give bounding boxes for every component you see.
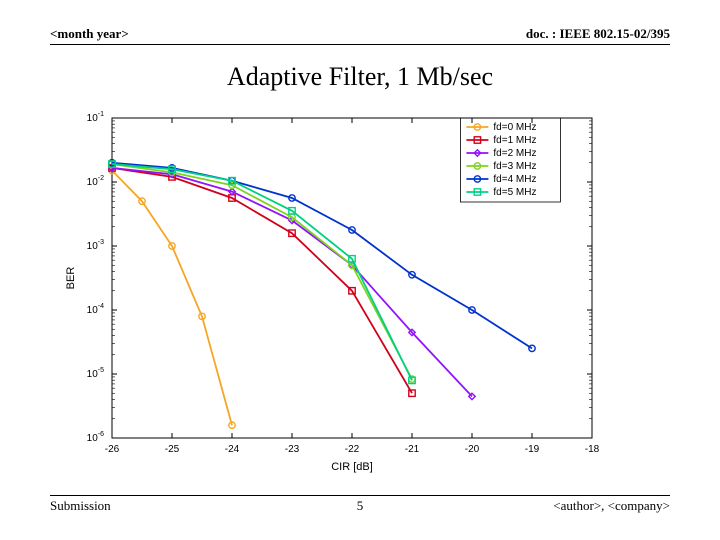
legend-label: fd=5 MHz [493,187,536,198]
chart-container: -26 -25 -24 -23 -22 -21 -20 -19 -18 10-6 10-5 10-4 1… [60,108,600,478]
x-tick-label: -26 [105,444,120,455]
y-tick-label: 10-5 [87,367,104,380]
legend-label: fd=2 MHz [493,148,536,159]
header-right: doc. : IEEE 802.15-02/395 [526,26,670,42]
slide-title: Adaptive Filter, 1 Mb/sec [0,62,720,92]
footer-bar: Submission 5 <author>, <company> [50,495,670,514]
footer-left: Submission [50,498,111,514]
x-tick-label: -18 [585,444,600,455]
series-line [112,168,472,396]
legend-label: fd=3 MHz [493,161,536,172]
y-tick-label: 10-6 [87,431,104,444]
x-tick-label: -23 [285,444,300,455]
ber-chart: -26 -25 -24 -23 -22 -21 -20 -19 -18 10-6 10-5 10-4 1… [60,108,600,478]
y-tick-label: 10-1 [87,111,104,124]
header-left: <month year> [50,26,129,42]
series-line [112,164,412,380]
x-tick-label: -24 [225,444,240,455]
legend-label: fd=4 MHz [493,174,536,185]
x-tick-label: -22 [345,444,360,455]
x-tick-label: -19 [525,444,540,455]
legend-label: fd=0 MHz [493,122,536,133]
y-tick-label: 10-4 [87,303,104,316]
x-tick-label: -25 [165,444,180,455]
series-line [112,170,232,425]
slide-page: <month year> doc. : IEEE 802.15-02/395 A… [0,0,720,540]
footer-center: 5 [357,498,364,514]
x-axis-label: CIR [dB] [331,461,373,473]
series-line [112,163,532,349]
y-axis-label: BER [65,267,77,290]
footer-right: <author>, <company> [553,498,670,514]
header-bar: <month year> doc. : IEEE 802.15-02/395 [50,26,670,45]
x-tick-label: -20 [465,444,480,455]
y-tick-label: 10-3 [87,239,104,252]
legend-label: fd=1 MHz [493,135,536,146]
y-tick-label: 10-2 [87,175,104,188]
x-tick-label: -21 [405,444,420,455]
